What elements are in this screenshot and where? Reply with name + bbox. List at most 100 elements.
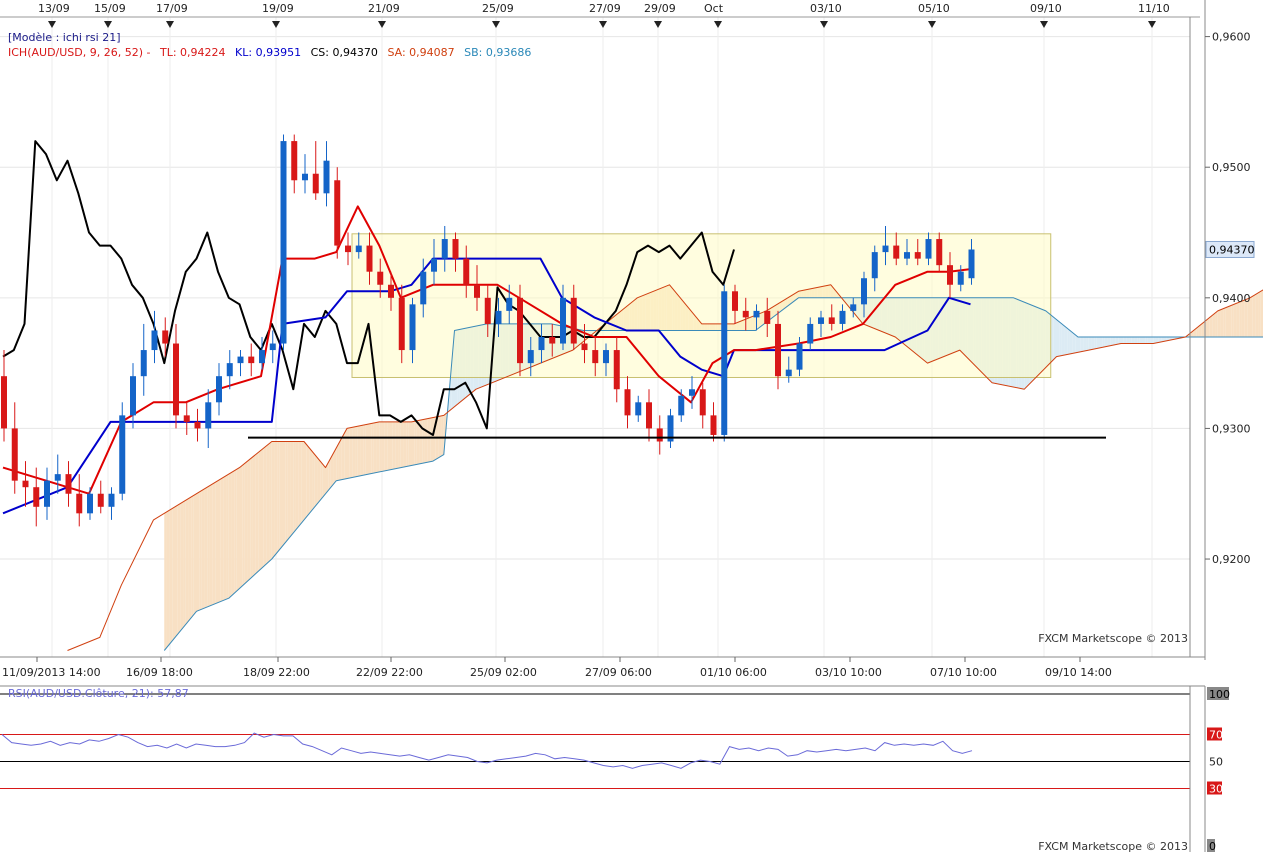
cloud-segment	[295, 441, 299, 530]
cloud-segment	[1075, 334, 1078, 353]
cloud-segment	[379, 421, 382, 472]
top-date-label: 09/10	[1030, 2, 1062, 15]
cloud-segment	[1147, 337, 1151, 344]
cloud-segment	[1145, 337, 1148, 344]
cloud-segment	[309, 448, 313, 514]
cloud-segment	[204, 487, 208, 609]
time-axis-label: 01/10 06:00	[700, 666, 767, 679]
top-date-label: 27/09	[589, 2, 621, 15]
cloud-segment	[1080, 337, 1084, 352]
candle-body	[495, 310, 502, 324]
top-date-marker	[104, 21, 112, 28]
cloud-segment	[1121, 337, 1124, 344]
candlesticks	[1, 134, 975, 527]
candle-body	[323, 160, 330, 194]
candle-body	[474, 284, 480, 298]
candle-body	[237, 356, 244, 364]
cloud-segment	[201, 488, 205, 610]
cloud-segment	[1061, 323, 1065, 356]
cloud-segment	[239, 465, 243, 589]
rsi-panel	[0, 686, 1190, 852]
rsi-label: RSI(AUD/USD.Clôture, 21): 57,87	[8, 687, 189, 700]
candle-body	[87, 493, 93, 514]
candle-body	[570, 297, 577, 344]
candle-body	[194, 421, 201, 429]
cloud-segment	[1220, 308, 1224, 337]
cloud-segment	[1129, 337, 1132, 344]
rsi-tick-label: 30	[1209, 783, 1223, 796]
cloud-segment	[368, 423, 372, 475]
cloud-segment	[269, 441, 272, 562]
cloud-segment	[258, 450, 261, 572]
cloud-segment	[341, 433, 345, 480]
cloud-segment	[209, 483, 213, 606]
candle-body	[183, 415, 190, 422]
cloud-segment	[1091, 337, 1095, 350]
cloud-segment	[196, 492, 200, 612]
cloud-segment	[164, 511, 167, 651]
cloud-segment	[1110, 337, 1113, 346]
cloud-segment	[1099, 337, 1103, 348]
cloud-segment	[352, 426, 356, 478]
cloud-segment	[1155, 337, 1159, 343]
candle-body	[947, 265, 953, 285]
candle-body	[345, 245, 351, 253]
cloud-segment	[218, 479, 221, 603]
candle-body	[506, 297, 513, 311]
top-date-label: 17/09	[156, 2, 188, 15]
cloud-segment	[419, 419, 423, 464]
cloud-segment	[1212, 313, 1216, 337]
candle-body	[796, 343, 803, 370]
cloud-segment	[1086, 337, 1089, 351]
candle-body	[1, 376, 7, 429]
top-date-marker	[654, 21, 662, 28]
cloud-segment	[1150, 337, 1154, 344]
candle-body	[54, 474, 61, 481]
top-date-label: Oct	[704, 2, 724, 15]
ichimoku-legend: ICH(AUD/USD, 9, 26, 52) - TL: 0,94224 KL…	[8, 46, 531, 59]
cloud-segment	[392, 421, 396, 470]
cloud-segment	[1236, 302, 1240, 337]
cloud-segment	[1051, 315, 1054, 363]
cloud-segment	[403, 421, 407, 468]
cloud-segment	[1228, 305, 1232, 337]
candle-body	[65, 474, 72, 494]
cloud-segment	[255, 452, 259, 574]
cloud-segment	[336, 443, 339, 481]
candle-body	[11, 428, 18, 481]
cloud-segment	[1056, 319, 1060, 357]
ichimoku-kl: KL: 0,93951	[235, 46, 301, 59]
cloud-segment	[1158, 337, 1162, 343]
candle-body	[248, 356, 255, 364]
candle-body	[334, 180, 341, 246]
cloud-segment	[1064, 326, 1068, 355]
time-axis-label: 11/09/2013 14:00	[2, 666, 101, 679]
time-axis: 11/09/2013 14:00 16/09 18:00 18/09 22:00 22…	[0, 656, 1205, 679]
candle-body	[22, 480, 29, 488]
cloud-segment	[226, 474, 229, 600]
cloud-segment	[1067, 328, 1070, 355]
cloud-segment	[290, 441, 294, 537]
cloud-segment	[293, 441, 296, 533]
candle-body	[44, 480, 50, 507]
cloud-segment	[1215, 310, 1218, 337]
top-date-label: 03/10	[810, 2, 842, 15]
time-axis-label: 07/10 10:00	[930, 666, 997, 679]
candle-body	[431, 258, 437, 272]
price-tick-label: 0,9500	[1212, 161, 1251, 174]
candle-body	[441, 239, 448, 259]
candle-body	[560, 297, 566, 344]
cloud-segment	[427, 418, 431, 463]
price-tick-label: 0,9600	[1212, 31, 1251, 44]
candle-body	[785, 369, 792, 377]
candle-body	[850, 304, 857, 311]
candle-body	[828, 317, 835, 324]
cloud-segment	[274, 441, 278, 556]
cloud-segment	[395, 421, 399, 469]
top-date-marker	[1040, 21, 1048, 28]
cloud-segment	[177, 503, 181, 635]
time-axis-label: 22/09 22:00	[356, 666, 423, 679]
time-axis-label: 18/09 22:00	[243, 666, 310, 679]
cloud-segment	[1112, 337, 1116, 346]
